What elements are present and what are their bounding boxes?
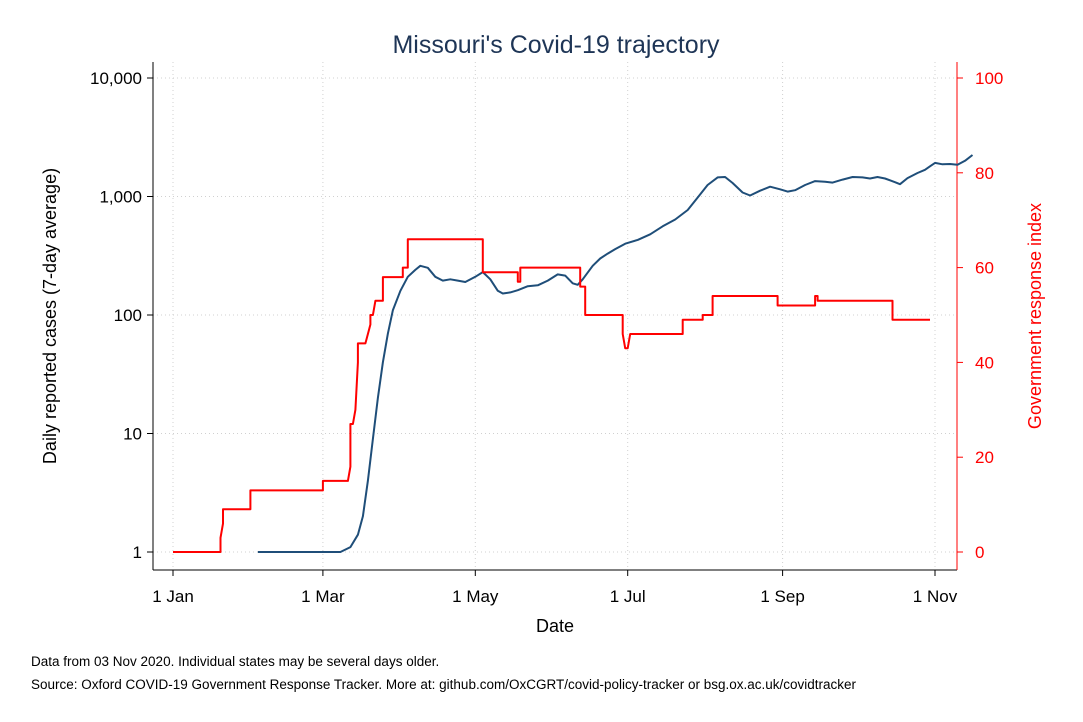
left-axis-label: Daily reported cases (7-day average): [40, 168, 60, 464]
left-tick-label: 1,000: [99, 188, 142, 207]
x-tick-label: 1 May: [452, 587, 499, 606]
x-tick-label: 1 Jan: [152, 587, 194, 606]
right-tick-label: 20: [975, 448, 994, 467]
right-tick-label: 40: [975, 353, 994, 372]
footer-data-note: Data from 03 Nov 2020. Individual states…: [31, 654, 440, 669]
right-tick-label: 60: [975, 259, 994, 278]
cases-series-line: [257, 154, 974, 553]
response-index-series-line: [173, 238, 930, 553]
left-tick-label: 1: [133, 543, 142, 562]
right-tick-label: 100: [975, 69, 1003, 88]
footer-source-note: Source: Oxford COVID-19 Government Respo…: [31, 677, 857, 692]
chart-svg: 1 10 100 1,000 10,000 0 20 40 60 80 100 1 Jan 1 Mar 1…: [40, 31, 1045, 636]
x-tick-label: 1 Sep: [760, 587, 804, 606]
left-tick-label: 10: [123, 425, 142, 444]
x-tick-label: 1 Nov: [913, 587, 958, 606]
right-tick-label: 80: [975, 164, 994, 183]
chart-title: Missouri's Covid-19 trajectory: [392, 31, 720, 59]
x-axis-label: Date: [536, 616, 574, 636]
left-tick-label: 10,000: [90, 69, 142, 88]
x-tick-label: 1 Jul: [610, 587, 646, 606]
right-tick-label: 0: [975, 543, 984, 562]
left-tick-label: 100: [114, 306, 142, 325]
x-tick-label: 1 Mar: [301, 587, 345, 606]
right-axis-label: Government response index: [1025, 203, 1045, 429]
